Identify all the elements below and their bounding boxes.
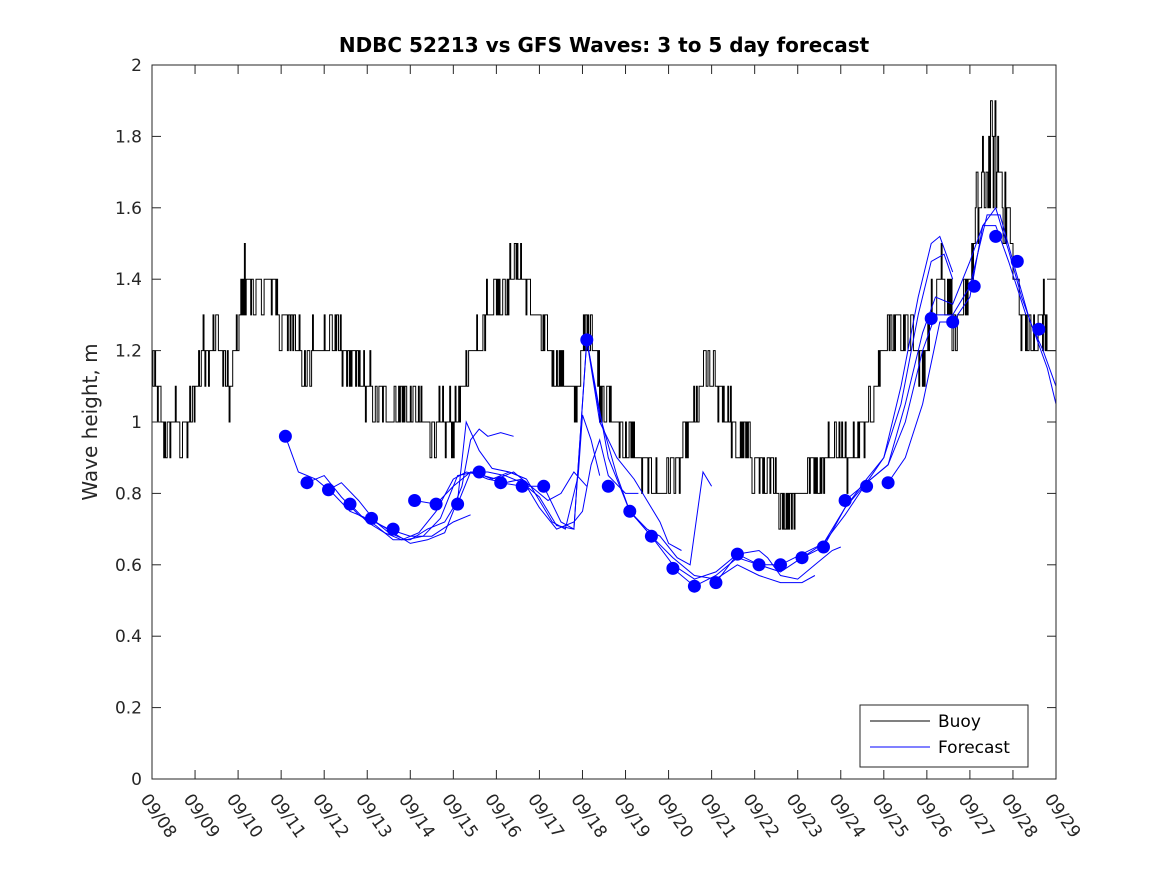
forecast-line — [500, 339, 713, 566]
buoy-series — [152, 100, 1056, 530]
y-tick-label: 1.4 — [115, 270, 142, 290]
forecast-point — [774, 558, 787, 572]
forecast-point — [817, 540, 830, 554]
forecast-point — [300, 476, 314, 490]
y-tick-label: 1.6 — [115, 199, 142, 219]
axis-ticks — [151, 64, 1057, 780]
forecast-point — [967, 279, 981, 293]
forecast-point — [386, 522, 400, 536]
legend-label-buoy: Buoy — [938, 712, 981, 732]
forecast-point — [278, 429, 292, 443]
legend-label-forecast: Forecast — [938, 738, 1010, 758]
forecast-point — [1032, 322, 1046, 336]
forecast-line — [414, 438, 639, 530]
y-tick-label: 0.6 — [115, 556, 142, 576]
forecast-point — [515, 479, 529, 493]
forecast-point — [322, 483, 335, 497]
forecast-point — [537, 479, 551, 493]
forecast-point — [494, 476, 508, 490]
forecast-point — [365, 511, 378, 525]
forecast-point — [730, 547, 744, 561]
forecast-point — [924, 312, 938, 325]
y-tick-label: 0.2 — [115, 699, 142, 719]
chart-title: NDBC 52213 vs GFS Waves: 3 to 5 day fore… — [339, 33, 870, 57]
y-tick-label: 2 — [131, 56, 142, 76]
forecast-point — [601, 479, 615, 493]
forecast-point — [623, 504, 637, 518]
buoy-line — [152, 100, 1056, 530]
forecast-point — [687, 579, 701, 593]
forecast-line — [328, 420, 527, 544]
forecast-point — [795, 551, 809, 565]
forecast-line — [672, 253, 954, 587]
forecast-point — [580, 333, 594, 347]
forecast-point — [429, 497, 443, 511]
forecast-point — [838, 494, 852, 507]
forecast-point — [666, 561, 680, 575]
forecast-line — [371, 414, 601, 541]
forecast-point — [343, 497, 357, 511]
y-tick-label: 0.8 — [115, 484, 142, 504]
forecast-point — [946, 315, 960, 329]
y-tick-label: 1 — [131, 413, 142, 433]
forecast-point — [989, 229, 1003, 243]
forecast-point — [451, 497, 465, 511]
y-tick-label: 1.8 — [115, 127, 142, 147]
forecast-point — [752, 558, 766, 572]
forecast-point — [644, 529, 658, 543]
forecast-markers — [278, 229, 1046, 593]
y-axis-title: Wave height, m — [78, 343, 102, 500]
y-tick-label: 1.2 — [115, 342, 142, 362]
forecast-point — [860, 479, 874, 493]
legend-box — [859, 704, 1029, 768]
legend: Buoy Forecast — [859, 704, 1029, 768]
forecast-point — [1010, 254, 1024, 268]
y-tick-label: 0.4 — [115, 627, 142, 647]
forecast-line — [586, 339, 816, 584]
forecast-point — [472, 465, 486, 479]
forecast-point — [709, 576, 723, 590]
y-tick-label: 0 — [131, 770, 142, 790]
y-tick-labels: 0 0.2 0.4 0.6 0.8 1 1.2 1.4 1.6 1.8 2 — [115, 56, 142, 790]
forecast-point — [408, 494, 422, 507]
forecast-point — [881, 476, 895, 490]
